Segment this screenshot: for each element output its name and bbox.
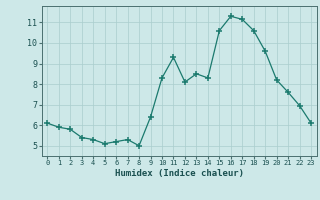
X-axis label: Humidex (Indice chaleur): Humidex (Indice chaleur) <box>115 169 244 178</box>
